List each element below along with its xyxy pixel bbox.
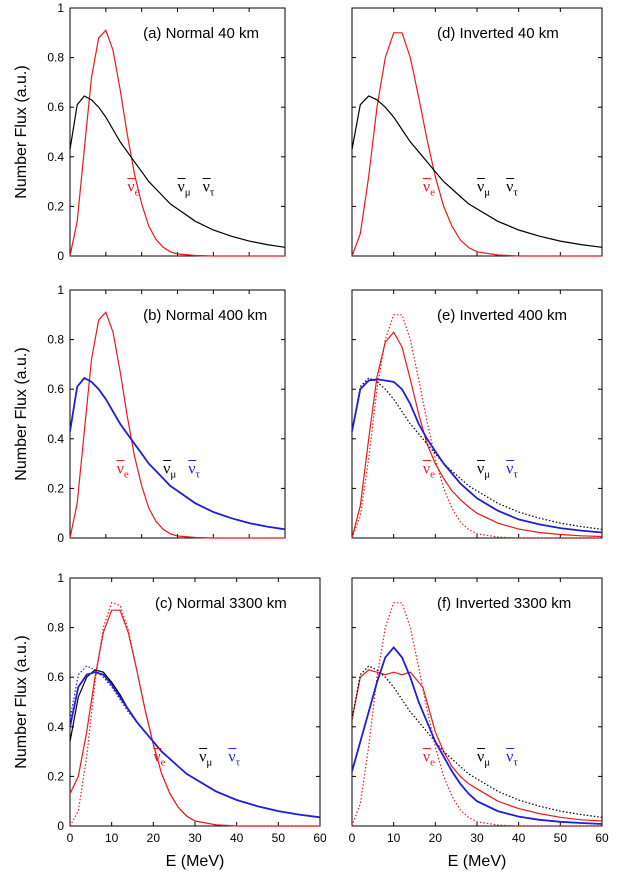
chart-panel-4: 00.20.40.60.810 10 20 30 40 50 60(c) Normal 33… bbox=[13, 571, 327, 870]
species-label: νe bbox=[423, 461, 435, 481]
series-line bbox=[351, 314, 602, 539]
plot-frame bbox=[69, 289, 286, 539]
series-line bbox=[351, 378, 603, 534]
species-label: νμ bbox=[477, 179, 490, 199]
plot-frame bbox=[69, 7, 286, 257]
species-label: νe bbox=[117, 461, 129, 481]
x-tick-label: 0 bbox=[67, 831, 74, 845]
y-axis-label: Number Flux (a.u.) bbox=[13, 347, 30, 480]
y-tick-label: 0.6 bbox=[47, 100, 64, 114]
series-line bbox=[351, 331, 603, 539]
x-tick-label: 60 bbox=[595, 831, 609, 845]
x-tick-label: 30 bbox=[188, 831, 202, 845]
species-label: νe bbox=[127, 179, 139, 199]
series-line bbox=[69, 311, 285, 539]
y-tick-label: 0.8 bbox=[47, 51, 64, 65]
y-tick-label: 0.6 bbox=[47, 382, 64, 396]
x-tick-label: 50 bbox=[554, 831, 568, 845]
y-tick-label: 0.6 bbox=[47, 670, 64, 684]
x-axis-label: E (MeV) bbox=[448, 853, 507, 870]
panel-title: (e) Inverted 400 km bbox=[437, 307, 567, 324]
species-label: νe bbox=[153, 749, 165, 769]
series-line bbox=[351, 377, 603, 530]
chart-panel-0: 0 0.2 0.4 0.6 0.8 1 (a) Normal 40 km νe νμ ντ Numb… bbox=[13, 1, 286, 263]
panel-title: (b) Normal 400 km bbox=[143, 307, 267, 324]
plot-frame bbox=[69, 577, 321, 827]
species-label: ντ bbox=[188, 461, 200, 481]
panel-title: (a) Normal 40 km bbox=[143, 25, 259, 42]
series-line bbox=[69, 95, 286, 248]
x-tick-label: 0 bbox=[349, 831, 356, 845]
species-label: νμ bbox=[477, 461, 490, 481]
chart-panel-2: 0 0.2 0.4 0.6 0.8 1 (b) Normal 400 km νe νμ ντ Num… bbox=[13, 283, 286, 545]
series-line bbox=[351, 95, 603, 248]
y-tick-label: 0.8 bbox=[47, 621, 64, 635]
y-tick-label: 0.4 bbox=[47, 432, 64, 446]
x-tick-label: 10 bbox=[105, 831, 119, 845]
series-line bbox=[69, 602, 320, 827]
species-label: ντ bbox=[506, 749, 518, 769]
x-tick-label: 30 bbox=[470, 831, 484, 845]
series-line bbox=[351, 602, 602, 827]
y-tick-label: 0.4 bbox=[47, 150, 64, 164]
species-label: ντ bbox=[203, 179, 215, 199]
y-tick-label: 0 bbox=[57, 819, 64, 833]
series-line bbox=[69, 609, 320, 827]
species-label: ντ bbox=[228, 749, 240, 769]
x-tick-label: 10 bbox=[387, 831, 401, 845]
x-tick-label: 40 bbox=[512, 831, 526, 845]
y-axis-label: Number Flux (a.u.) bbox=[13, 65, 30, 198]
series-line bbox=[69, 669, 321, 818]
chart-panel-1: (d) Inverted 40 km νe νμ ντ bbox=[351, 7, 603, 257]
species-label: ντ bbox=[506, 179, 518, 199]
panel-title: (d) Inverted 40 km bbox=[437, 25, 559, 42]
y-tick-label: 0.2 bbox=[47, 481, 64, 495]
species-label: νe bbox=[423, 179, 435, 199]
species-label: νμ bbox=[199, 749, 212, 769]
series-line bbox=[351, 669, 603, 822]
species-label: νe bbox=[423, 749, 435, 769]
x-tick-label: 40 bbox=[230, 831, 244, 845]
x-tick-label: 20 bbox=[429, 831, 443, 845]
series-line bbox=[69, 665, 321, 818]
panel-title: (c) Normal 3300 km bbox=[155, 595, 287, 612]
series-line bbox=[351, 32, 602, 257]
series-line bbox=[351, 645, 603, 825]
species-label: νμ bbox=[477, 749, 490, 769]
series-line bbox=[69, 671, 321, 819]
series-line bbox=[69, 376, 286, 531]
series-line bbox=[351, 665, 603, 818]
chart-panel-5: 0 10 20 30 40 50 60 (f) Inverted 3300 km νe νμ ντ E… bbox=[349, 577, 609, 870]
y-tick-label: 0.8 bbox=[47, 333, 64, 347]
y-tick-label: 1 bbox=[57, 571, 64, 585]
y-tick-label: 0 bbox=[57, 531, 64, 545]
y-tick-label: 0.4 bbox=[47, 720, 64, 734]
x-tick-label: 50 bbox=[272, 831, 286, 845]
y-axis-label: Number Flux (a.u.) bbox=[13, 635, 30, 768]
series-line bbox=[69, 377, 286, 530]
panel-title: (f) Inverted 3300 km bbox=[437, 595, 571, 612]
y-tick-label: 0 bbox=[57, 249, 64, 263]
x-tick-label: 20 bbox=[147, 831, 161, 845]
chart-panel-3: (e) Inverted 400 km νe νμ ντ bbox=[351, 289, 603, 539]
species-label: ντ bbox=[506, 461, 518, 481]
species-label: νμ bbox=[178, 179, 191, 199]
y-tick-label: 0.2 bbox=[47, 199, 64, 213]
x-tick-label: 60 bbox=[313, 831, 327, 845]
x-axis-label: E (MeV) bbox=[166, 853, 225, 870]
y-tick-label: 1 bbox=[57, 1, 64, 15]
series-line bbox=[69, 29, 285, 257]
y-tick-label: 0.2 bbox=[47, 769, 64, 783]
species-label: νμ bbox=[163, 461, 176, 481]
y-tick-label: 1 bbox=[57, 283, 64, 297]
